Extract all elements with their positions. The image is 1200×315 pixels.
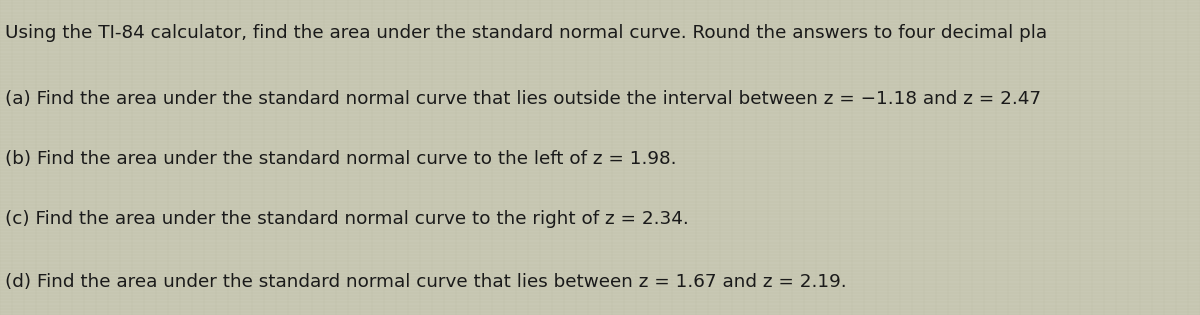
- Text: (d) Find the area under the standard normal curve that lies between z = 1.67 and: (d) Find the area under the standard nor…: [5, 273, 846, 291]
- Text: (b) Find the area under the standard normal curve to the left of z = 1.98.: (b) Find the area under the standard nor…: [5, 150, 677, 168]
- Text: Using the TI-84 calculator, find the area under the standard normal curve. Round: Using the TI-84 calculator, find the are…: [5, 24, 1046, 42]
- Text: (a) Find the area under the standard normal curve that lies outside the interval: (a) Find the area under the standard nor…: [5, 90, 1040, 108]
- Text: (c) Find the area under the standard normal curve to the right of z = 2.34.: (c) Find the area under the standard nor…: [5, 210, 689, 228]
